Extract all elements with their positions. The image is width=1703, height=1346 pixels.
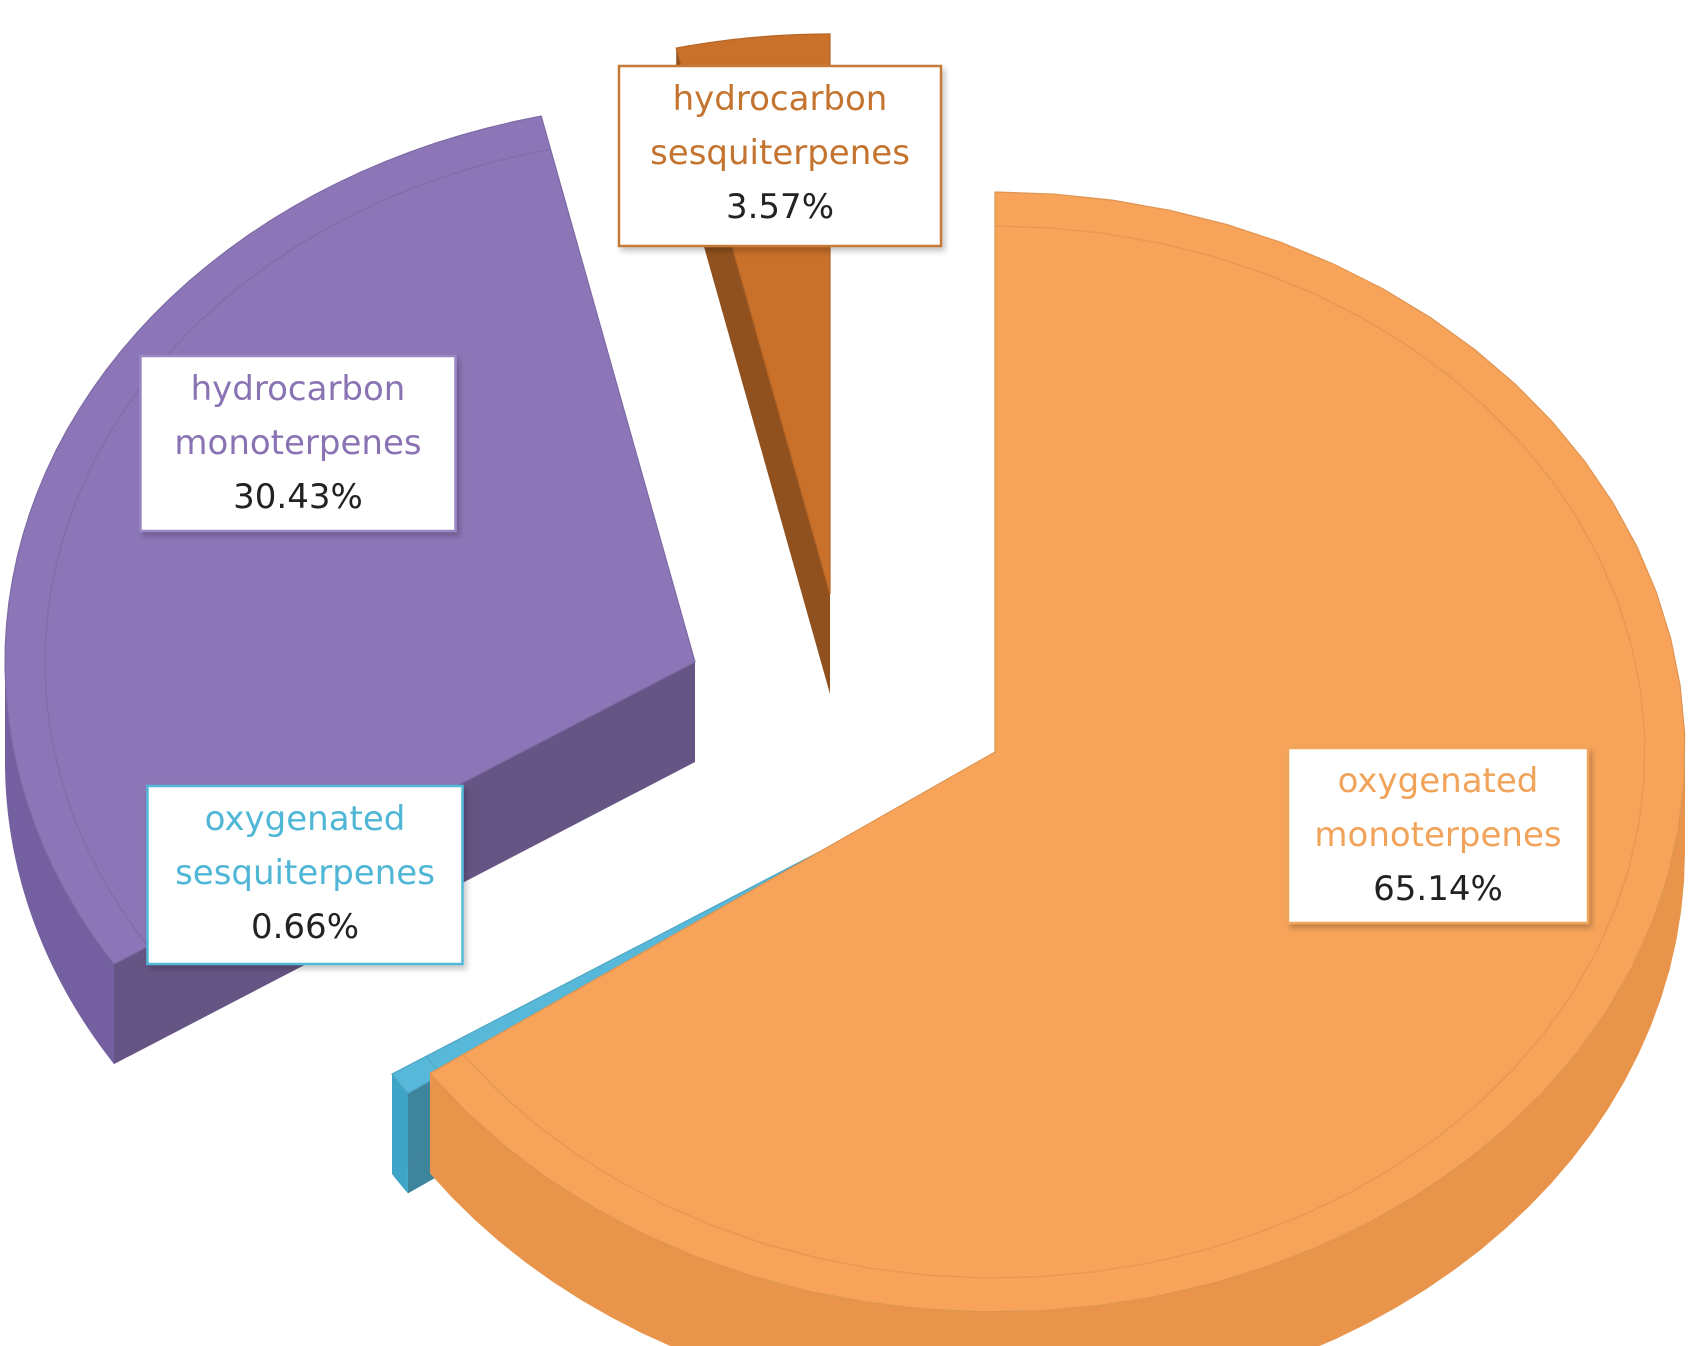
slice-value-label: 30.43% xyxy=(233,477,363,517)
slice-category-label: monoterpenes xyxy=(1314,815,1561,855)
label-box xyxy=(617,64,943,248)
slice-label-2: oxygenated sesquiterpenes 0.66% xyxy=(146,784,464,966)
slice-label-1: oxygenated monoterpenes 65.14% xyxy=(1286,746,1590,925)
slice-value-label: 3.57% xyxy=(726,187,834,227)
slice-category-label: oxygenated xyxy=(1338,761,1539,801)
slice-value-label: 0.66% xyxy=(251,907,359,947)
slice-category-label: sesquiterpenes xyxy=(175,853,435,893)
slice-value-label: 65.14% xyxy=(1373,869,1503,909)
slice-category-label: hydrocarbon xyxy=(673,79,888,119)
pie-slice-1 xyxy=(429,191,1686,1346)
slice-label-3: hydrocarbon monoterpenes 30.43% xyxy=(139,354,457,533)
slice-category-label: oxygenated xyxy=(205,799,406,839)
slice-label-4: hydrocarbon sesquiterpenes 3.57% xyxy=(617,64,943,248)
label-box xyxy=(1286,746,1590,925)
slice-bevel xyxy=(44,148,551,947)
slice-rim xyxy=(392,1074,408,1194)
label-box xyxy=(146,784,464,966)
slice-labels: oxygenated monoterpenes 65.14% oxygenated se… xyxy=(139,64,1590,966)
slice-category-label: sesquiterpenes xyxy=(650,133,910,173)
slice-bevel xyxy=(462,225,1646,1279)
slice-category-label: hydrocarbon xyxy=(191,369,406,409)
slice-category-label: monoterpenes xyxy=(174,423,421,463)
slice-top-face xyxy=(429,191,1686,1313)
slice-top-face xyxy=(4,115,696,965)
label-box xyxy=(139,354,457,533)
slice-rim xyxy=(5,662,115,1065)
